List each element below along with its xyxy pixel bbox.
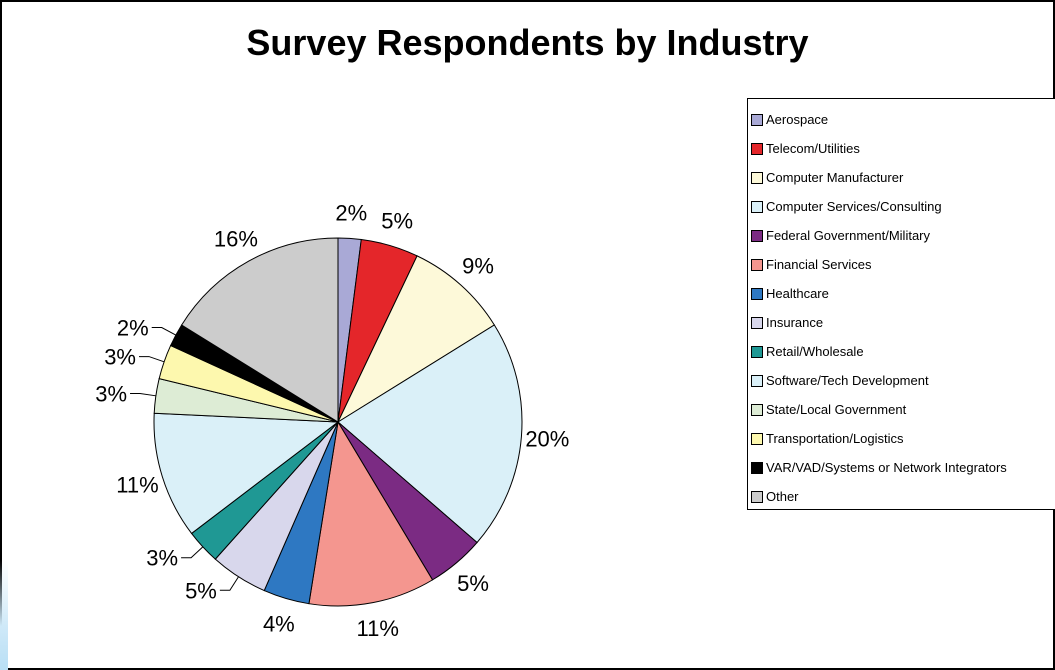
legend-label: Computer Services/Consulting [766, 199, 942, 214]
legend-swatch [751, 403, 763, 416]
legend-label: Software/Tech Development [766, 373, 929, 388]
legend-label: Healthcare [766, 286, 829, 301]
legend-label: Retail/Wholesale [766, 344, 864, 359]
leader-line-insurance [219, 576, 239, 591]
legend-swatch [751, 316, 763, 329]
legend-item-software-tech-development: Software/Tech Development [748, 366, 1055, 395]
legend-label: Financial Services [766, 257, 872, 272]
legend-swatch [751, 229, 763, 242]
data-label-transportation-logistics: 3% [104, 345, 136, 370]
legend-item-healthcare: Healthcare [748, 279, 1055, 308]
legend-swatch [751, 171, 763, 184]
leader-line-transportation-logistics [138, 356, 165, 363]
data-label-healthcare: 4% [263, 611, 295, 636]
pie-slice-computer-manufacturer [336, 255, 496, 424]
legend-item-transportation-logistics: Transportation/Logistics [748, 424, 1055, 453]
leader-line-state-local-government [130, 393, 156, 397]
legend-label: Telecom/Utilities [766, 141, 860, 156]
legend-label: VAR/VAD/Systems or Network Integrators [766, 460, 1007, 475]
legend-label: Federal Government/Military [766, 228, 930, 243]
legend-swatch [751, 113, 763, 126]
leader-line-var-vad-systems-or-network-integrators [151, 327, 177, 336]
legend-label: Insurance [766, 315, 824, 330]
data-label-other: 16% [214, 226, 258, 251]
background-edge [0, 560, 8, 670]
legend-item-retail-wholesale: Retail/Wholesale [748, 337, 1055, 366]
legend-swatch [751, 374, 763, 387]
legend-item-federal-government-military: Federal Government/Military [748, 221, 1055, 250]
data-label-var-vad-systems-or-network-integrators: 2% [117, 316, 149, 341]
leader-line-retail-wholesale [181, 546, 204, 559]
legend-swatch [751, 461, 763, 474]
pie-slice-computer-services-consulting [337, 324, 523, 544]
data-label-federal-government-military: 5% [457, 571, 489, 596]
legend-item-telecom-utilities: Telecom/Utilities [748, 134, 1055, 163]
data-label-financial-services: 11% [357, 616, 399, 641]
legend-item-state-local-government: State/Local Government [748, 395, 1055, 424]
legend-swatch [751, 258, 763, 271]
legend-swatch [751, 345, 763, 358]
legend-item-computer-services-consulting: Computer Services/Consulting [748, 192, 1055, 221]
chart-title: Survey Respondents by Industry [246, 22, 809, 63]
legend-label: Aerospace [766, 112, 829, 127]
legend-item-insurance: Insurance [748, 308, 1055, 337]
data-label-computer-manufacturer: 9% [462, 253, 494, 278]
pie-slice-financial-services [308, 420, 434, 607]
pie-slice-software-tech-development [153, 412, 340, 535]
data-label-telecom-utilities: 5% [381, 209, 413, 234]
legend-swatch [751, 490, 763, 503]
legend-label: Transportation/Logistics [766, 431, 904, 446]
legend-swatch [751, 287, 763, 300]
data-label-aerospace: 2% [335, 200, 367, 225]
legend-item-computer-manufacturer: Computer Manufacturer [748, 163, 1055, 192]
legend-label: Other [766, 489, 799, 504]
legend-item-aerospace: Aerospace [748, 105, 1055, 134]
data-label-insurance: 5% [185, 578, 217, 603]
legend-item-financial-services: Financial Services [748, 250, 1055, 279]
pie-slice-other [180, 237, 339, 423]
data-label-software-tech-development: 11% [116, 472, 158, 497]
legend-swatch [751, 432, 763, 445]
chart-legend: Aerospace Telecom/Utilities Computer Manuf… [747, 98, 1055, 510]
legend-item-var-vad-systems-or-network-integrators: VAR/VAD/Systems or Network Integrators [748, 453, 1055, 482]
legend-swatch [751, 200, 763, 213]
data-label-state-local-government: 3% [95, 382, 127, 407]
legend-swatch [751, 142, 763, 155]
legend-label: State/Local Government [766, 402, 907, 417]
legend-item-other: Other [748, 482, 1055, 511]
data-label-retail-wholesale: 3% [146, 546, 178, 571]
data-label-computer-services-consulting: 20% [525, 427, 569, 452]
legend-label: Computer Manufacturer [766, 170, 904, 185]
